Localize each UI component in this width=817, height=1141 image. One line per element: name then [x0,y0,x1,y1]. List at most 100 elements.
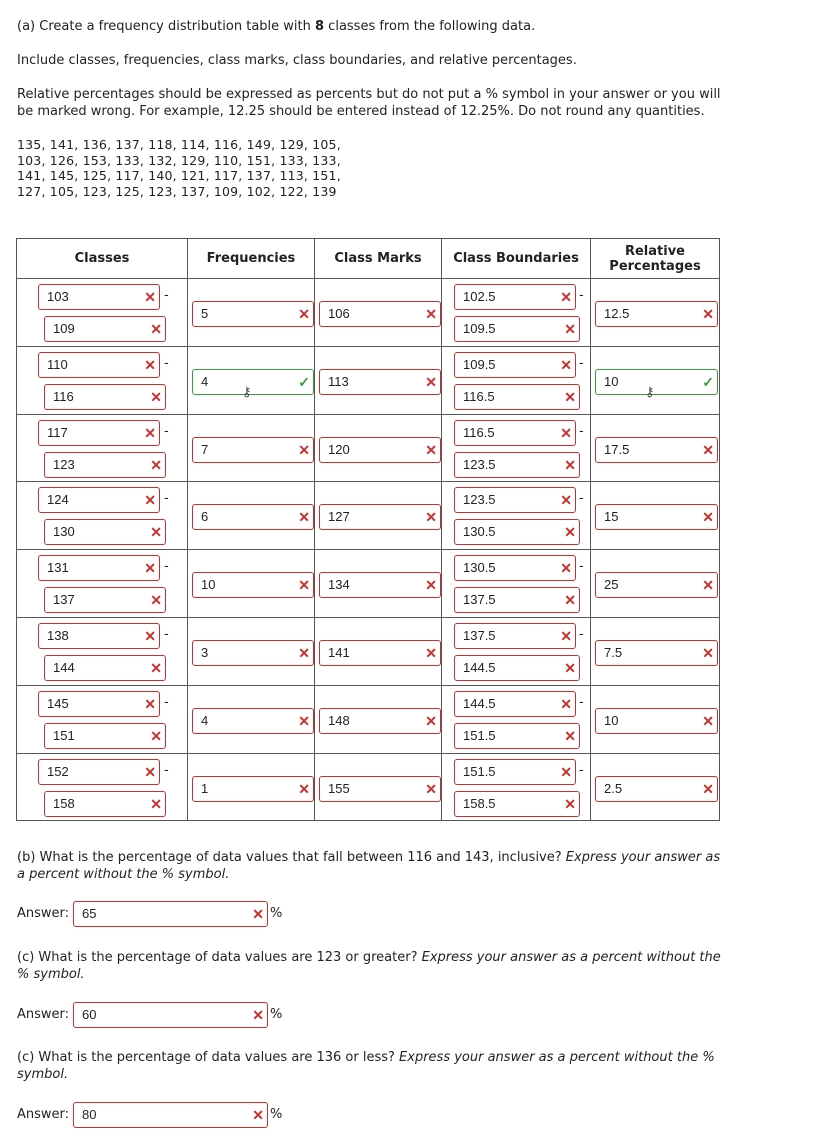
wrong-icon: ✕ [425,373,437,390]
frequency-input[interactable]: 7 ✕ [192,436,314,463]
class-upper-input[interactable]: 158 ✕ [44,790,166,817]
boundary-lower-input[interactable]: 144.5 ✕ [454,690,576,717]
wrong-icon: ✕ [150,727,162,744]
frequency-input[interactable]: 3 ✕ [192,639,314,666]
class-lower-input[interactable]: 145 ✕ [38,690,160,717]
boundary-lower-input[interactable]: 130.5 ✕ [454,555,576,582]
relative-input[interactable]: 15 ✕ [595,504,718,531]
table-row: 131 ✕ -137 ✕ 10 ✕ 134 ✕ 130.5 ✕ -137.5 ✕ 25 ✕ [16,549,720,618]
wrong-icon: ✕ [252,1007,264,1023]
answer-c1-input[interactable]: 60 ✕ [73,1002,268,1028]
relative-input[interactable]: 10 ✓ [595,368,718,395]
wrong-icon: ✕ [144,627,156,644]
header-frequencies: Frequencies [187,238,315,279]
class-mark-input[interactable]: 141 ✕ [319,639,441,666]
class-mark-input[interactable]: 134 ✕ [319,572,441,599]
range-dash: - [164,559,169,575]
boundary-upper-input[interactable]: 109.5 ✕ [454,316,580,342]
class-upper-input[interactable]: 151 ✕ [44,722,166,749]
range-dash: - [579,694,584,710]
cell-relative: 10 ✕ [590,684,720,754]
answer-b-input[interactable]: 65 ✕ [73,901,268,927]
class-upper-input[interactable]: 116 ✕ [44,383,166,410]
key-icon[interactable]: ⚷ [242,384,252,400]
class-mark-input[interactable]: 120 ✕ [319,436,441,463]
class-mark-input[interactable]: 127 ✕ [319,504,441,531]
relative-input[interactable]: 25 ✕ [595,572,718,599]
range-dash: - [164,762,169,778]
class-lower-input[interactable]: 124 ✕ [38,487,160,514]
wrong-icon: ✕ [560,763,572,780]
cell-frequency: 7 ✕ [187,413,315,483]
cell-class-mark: 120 ✕ [314,413,442,483]
range-dash: - [579,559,584,575]
relative-input[interactable]: 12.5 ✕ [595,301,718,327]
cell-frequency: 4 ✓ ⚷ [187,345,315,415]
boundary-lower-input[interactable]: 151.5 ✕ [454,758,576,785]
wrong-icon: ✕ [560,492,572,509]
relative-input[interactable]: 17.5 ✕ [595,436,718,463]
table-row: 124 ✕ -130 ✕ 6 ✕ 127 ✕ 123.5 ✕ -130.5 ✕ 15 ✕ [16,481,720,551]
wrong-icon: ✕ [564,795,576,812]
wrong-icon: ✕ [702,306,714,322]
answer-c2-input[interactable]: 80 ✕ [73,1102,268,1128]
frequency-input[interactable]: 4 ✓ [192,368,314,395]
range-dash: - [164,491,169,507]
wrong-icon: ✕ [702,577,714,594]
class-lower-input[interactable]: 110 ✕ [38,351,160,378]
frequency-input[interactable]: 6 ✕ [192,504,314,531]
question-c1: (c) What is the percentage of data value… [17,950,721,965]
range-dash: - [579,762,584,778]
boundary-upper-input[interactable]: 144.5 ✕ [454,654,580,681]
class-mark-input[interactable]: 106 ✕ [319,301,441,327]
frequency-input[interactable]: 5 ✕ [192,301,314,327]
question-b-cont: a percent without the % symbol. [17,867,230,882]
relative-input[interactable]: 7.5 ✕ [595,639,718,666]
cell-relative: 12.5 ✕ [590,278,720,347]
class-upper-input[interactable]: 144 ✕ [44,654,166,681]
cell-relative: 15 ✕ [590,481,720,551]
cell-relative: 17.5 ✕ [590,413,720,483]
boundary-upper-input[interactable]: 158.5 ✕ [454,790,580,817]
key-icon[interactable]: ⚷ [645,384,655,400]
cell-frequency: 5 ✕ [187,278,315,347]
relative-input[interactable]: 2.5 ✕ [595,775,718,802]
boundary-lower-input[interactable]: 123.5 ✕ [454,487,576,514]
class-upper-input[interactable]: 109 ✕ [44,316,166,342]
class-mark-input[interactable]: 155 ✕ [319,775,441,802]
frequency-input[interactable]: 1 ✕ [192,775,314,802]
class-lower-input[interactable]: 117 ✕ [38,419,160,446]
wrong-icon: ✕ [425,644,437,661]
class-lower-input[interactable]: 152 ✕ [38,758,160,785]
answer-b-label: Answer: [17,906,70,921]
answer-c1-unit: % [270,1007,283,1022]
boundary-upper-input[interactable]: 123.5 ✕ [454,451,580,478]
class-mark-input[interactable]: 148 ✕ [319,707,441,734]
wrong-icon: ✕ [150,321,162,337]
frequency-input[interactable]: 4 ✕ [192,707,314,734]
relative-input[interactable]: 10 ✕ [595,707,718,734]
boundary-upper-input[interactable]: 151.5 ✕ [454,722,580,749]
boundary-upper-input[interactable]: 116.5 ✕ [454,383,580,410]
boundary-lower-input[interactable]: 109.5 ✕ [454,351,576,378]
boundary-lower-input[interactable]: 102.5 ✕ [454,284,576,310]
class-upper-input[interactable]: 123 ✕ [44,451,166,478]
class-upper-input[interactable]: 137 ✕ [44,587,166,614]
wrong-icon: ✕ [150,795,162,812]
class-mark-input[interactable]: 113 ✕ [319,368,441,395]
wrong-icon: ✕ [144,289,156,305]
class-lower-input[interactable]: 103 ✕ [38,284,160,310]
wrong-icon: ✕ [560,356,572,373]
class-upper-input[interactable]: 130 ✕ [44,519,166,546]
class-lower-input[interactable]: 138 ✕ [38,622,160,649]
boundary-upper-input[interactable]: 137.5 ✕ [454,587,580,614]
boundary-lower-input[interactable]: 137.5 ✕ [454,622,576,649]
frequency-input[interactable]: 10 ✕ [192,572,314,599]
boundary-upper-input[interactable]: 130.5 ✕ [454,519,580,546]
answer-c1-label: Answer: [17,1007,70,1022]
table-row: 110 ✕ -116 ✕ 4 ✓ ⚷ 113 ✕ 109.5 ✕ -116.5 ✕ 10 ✓ ⚷ [16,345,720,415]
class-lower-input[interactable]: 131 ✕ [38,555,160,582]
cell-boundaries: 144.5 ✕ - 151.5 ✕ [441,684,591,754]
wrong-icon: ✕ [560,560,572,577]
boundary-lower-input[interactable]: 116.5 ✕ [454,419,576,446]
